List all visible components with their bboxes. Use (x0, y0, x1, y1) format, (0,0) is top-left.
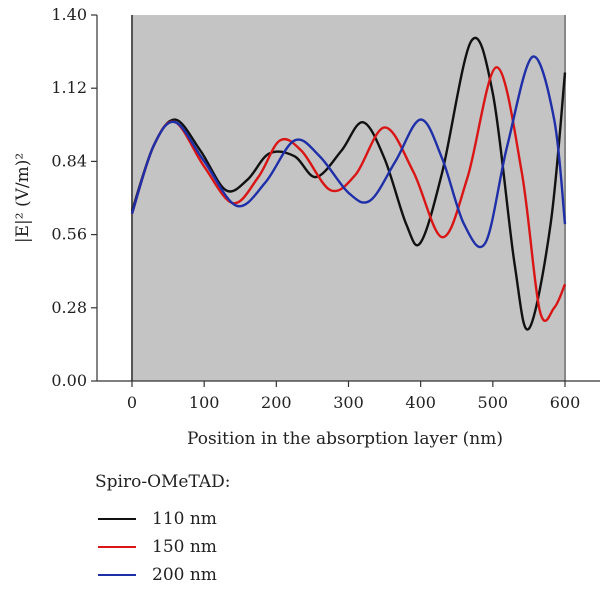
legend-swatch-110nm (98, 518, 136, 520)
x-tick-label-5: 500 (478, 393, 509, 412)
x-tick-label-1: 100 (189, 393, 220, 412)
legend-swatch-150nm (98, 546, 136, 548)
legend-title: Spiro-OMeTAD: (95, 472, 231, 492)
x-tick-label-4: 400 (405, 393, 436, 412)
legend-entry-110nm: 110 nm (95, 505, 231, 533)
y-tick-label-2: 0.56 (51, 225, 87, 244)
series-line-150nm (130, 66, 567, 322)
y-tick-label-4: 1.12 (51, 78, 87, 97)
series-line-110nm (130, 36, 567, 331)
y-tick-label-5: 1.40 (51, 5, 87, 24)
x-tick-label-0: 0 (127, 393, 137, 412)
legend-label-200nm: 200 nm (152, 565, 217, 585)
legend: Spiro-OMeTAD: 110 nm 150 nm 200 nm (95, 472, 231, 589)
chart: 0.00 0.28 0.56 0.84 1.12 1.40 0 100 200 300 400 500… (13, 5, 600, 449)
y-axis-label: |E|² (V/m)² (13, 153, 33, 243)
shaded-absorption-region (132, 15, 565, 381)
y-tick-label-3: 0.84 (51, 151, 87, 170)
legend-label-150nm: 150 nm (152, 537, 217, 557)
legend-swatch-200nm (98, 574, 136, 576)
x-tick-label-3: 300 (333, 393, 364, 412)
series-line-200nm (130, 55, 567, 249)
legend-label-110nm: 110 nm (152, 509, 217, 529)
x-axis-label: Position in the absorption layer (nm) (187, 429, 503, 449)
x-tick-label-2: 200 (261, 393, 292, 412)
y-tick-label-0: 0.00 (51, 371, 87, 390)
x-tick-label-6: 600 (550, 393, 581, 412)
legend-entry-200nm: 200 nm (95, 561, 231, 589)
legend-entry-150nm: 150 nm (95, 533, 231, 561)
y-tick-label-1: 0.28 (51, 298, 87, 317)
